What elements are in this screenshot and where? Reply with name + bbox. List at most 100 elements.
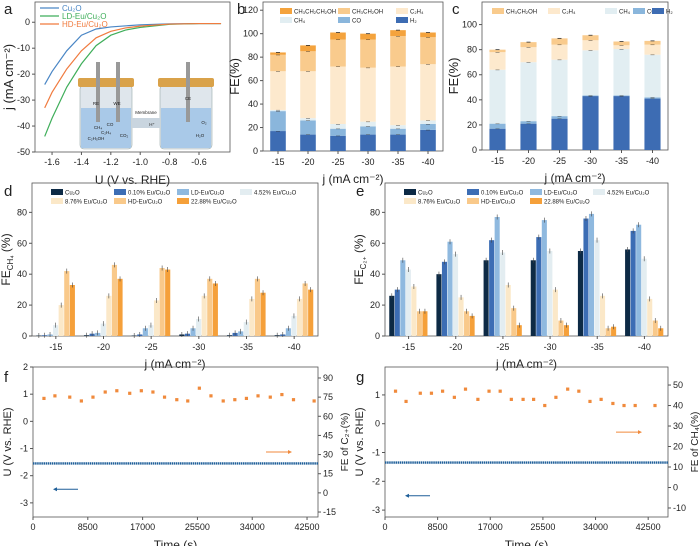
bar-d-3-3	[196, 319, 202, 336]
legend-label: CH₃CH₂OH	[352, 10, 383, 16]
bar-b-1-3	[300, 71, 316, 119]
legend-label: C₂H₄	[562, 10, 576, 16]
x-tick-label: -1.0	[132, 157, 148, 167]
bar-b-1-1	[300, 120, 316, 135]
fe-point	[498, 389, 502, 393]
bar-e-2-5	[511, 308, 517, 336]
y-right-tick-label: -10	[673, 503, 686, 513]
x-tick-label: 8500	[78, 522, 98, 532]
legend-swatch	[404, 198, 416, 204]
legend-swatch	[280, 8, 292, 14]
fe-point	[452, 395, 456, 399]
y-right-tick-label: -15	[323, 507, 336, 517]
bar-d-0-5	[64, 271, 70, 336]
cathode-cell-lid	[78, 78, 134, 87]
bar-d-4-3	[243, 322, 249, 336]
x-tick-label: -30	[192, 342, 205, 352]
bar-e-5-3	[641, 258, 647, 336]
fe-point	[312, 399, 316, 403]
x-axis-label: Time (s)	[505, 538, 549, 546]
fe-point	[68, 395, 72, 399]
bar-c-3-4	[582, 35, 599, 41]
y-right-axis-label: FE of CH₄(%)	[690, 412, 700, 473]
y-axis-label: U (V vs. RHE)	[2, 407, 14, 476]
bar-e-1-6	[469, 315, 475, 336]
legend-swatch	[51, 198, 63, 204]
y-tick-label: 20	[248, 123, 258, 133]
y-label-sub: CH₄	[6, 255, 15, 270]
y-tick-label: -3	[372, 505, 380, 515]
fe-point	[404, 399, 408, 404]
y-tick-label: 0	[375, 331, 380, 341]
y-tick-label: 40	[370, 269, 380, 279]
bar-b-5-4	[420, 37, 436, 65]
plot-frame-g	[384, 366, 669, 518]
bar-e-2-2	[494, 217, 500, 336]
bar-d-4-4	[249, 298, 255, 336]
panel-c: 0 20 40 60 80 100 j (mA cm⁻²) -15 -20 -25 -30 -35 -4…	[446, 1, 673, 185]
arrow-head	[638, 430, 642, 435]
bar-c-1-4	[520, 42, 537, 48]
fe-point	[209, 394, 213, 398]
y-tick-label: -1	[20, 444, 28, 454]
legend-label: H₂	[410, 19, 417, 25]
x-tick-label: -15	[402, 342, 415, 352]
y-right-tick-label: 15	[323, 469, 333, 479]
legend-swatch	[114, 198, 126, 204]
x-tick-label: 0	[30, 522, 35, 532]
fe-point	[653, 403, 657, 408]
bar-c-4-3	[613, 45, 630, 50]
bar-d-3-4	[201, 295, 207, 336]
legend-label: LD-Eu/Cu₂O	[62, 12, 106, 21]
fe-point	[103, 390, 107, 394]
legend-label: CH₄	[294, 19, 306, 25]
bar-b-5-5	[420, 32, 436, 38]
bar-d-5-2	[285, 328, 291, 336]
legend-swatch	[177, 189, 189, 195]
y-tick-label: -50	[17, 147, 30, 157]
legend-swatch	[404, 189, 416, 195]
x-tick-label: 25500	[530, 522, 555, 532]
legend-label: 8.76% Eu/Cu₂O	[65, 200, 108, 206]
y-tick-label: -2	[372, 476, 380, 486]
y-right-tick-label: 60	[323, 411, 333, 421]
bar-e-4-4	[600, 295, 606, 336]
bar-b-1-5	[300, 45, 316, 52]
panel-label-b: b	[237, 1, 245, 18]
x-tick-label: -15	[49, 342, 62, 352]
bar-c-1-0	[520, 123, 537, 150]
x-tick-label: 42500	[295, 522, 320, 532]
y-right-axis-label: FE of C₂₊(%)	[340, 413, 351, 472]
bar-c-5-0	[644, 98, 661, 150]
y-tick-label: 60	[467, 70, 477, 80]
fe-point	[128, 391, 132, 395]
bar-b-3-3	[360, 67, 376, 122]
bar-d-5-3	[291, 315, 297, 336]
y-tick-label: 0	[375, 419, 380, 429]
bar-e-1-0	[436, 274, 442, 336]
y-right-tick-label: 30	[673, 421, 683, 431]
bar-e-2-1	[489, 240, 495, 336]
legend-label: HD-Eu/Cu₂O	[481, 200, 516, 206]
bar-e-4-6	[611, 326, 617, 336]
y-tick-label: 40	[467, 95, 477, 105]
fe-point	[440, 389, 445, 393]
legend-swatch	[652, 8, 664, 14]
y-axis-label: FEC₂₊ (%)	[352, 234, 368, 284]
fe-point	[554, 395, 558, 399]
fe-point	[139, 389, 143, 393]
bar-c-4-0	[613, 96, 630, 150]
bar-b-2-2	[330, 124, 346, 129]
y-tick-label: 100	[462, 20, 477, 30]
legend-swatch	[396, 8, 408, 14]
bar-e-3-4	[552, 289, 558, 336]
membrane-bridge	[132, 118, 160, 128]
panel-label-f: f	[4, 369, 9, 386]
x-tick-label: -40	[638, 342, 651, 352]
bar-d-0-3	[53, 325, 59, 336]
legend-swatch	[605, 8, 617, 14]
bar-e-0-5	[416, 311, 422, 336]
bar-c-5-4	[644, 40, 661, 45]
fe-point	[79, 399, 83, 403]
